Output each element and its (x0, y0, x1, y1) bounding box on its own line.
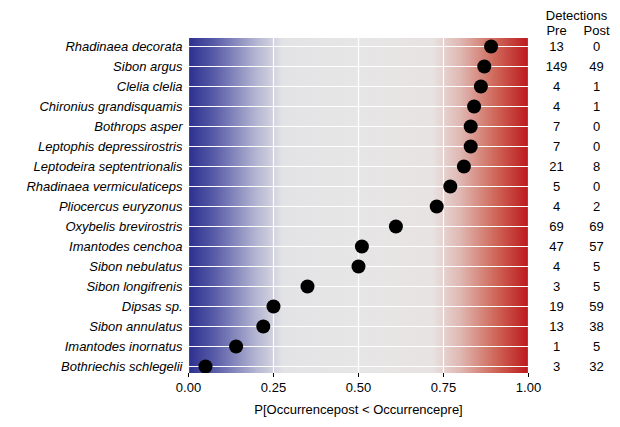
svg-text:5: 5 (593, 259, 600, 274)
svg-text:5: 5 (553, 179, 560, 194)
svg-text:Detections: Detections (546, 8, 608, 23)
svg-text:21: 21 (549, 159, 563, 174)
svg-text:1.00: 1.00 (516, 380, 541, 395)
svg-text:Oxybelis brevirostris: Oxybelis brevirostris (65, 219, 183, 234)
svg-text:32: 32 (589, 359, 603, 374)
svg-text:5: 5 (593, 279, 600, 294)
svg-text:4: 4 (553, 259, 560, 274)
svg-text:3: 3 (553, 279, 560, 294)
svg-text:0.25: 0.25 (261, 380, 286, 395)
svg-text:Pre: Pre (546, 23, 566, 38)
svg-text:0: 0 (593, 139, 600, 154)
svg-text:13: 13 (549, 39, 563, 54)
svg-text:1: 1 (593, 79, 600, 94)
svg-text:Bothrops asper: Bothrops asper (94, 119, 183, 134)
svg-text:Dipsas sp.: Dipsas sp. (122, 299, 183, 314)
svg-text:3: 3 (553, 359, 560, 374)
svg-text:Bothriechis schlegelii: Bothriechis schlegelii (61, 359, 184, 374)
svg-text:Leptophis depressirostris: Leptophis depressirostris (38, 139, 183, 154)
svg-text:Rhadinaea vermiculaticeps: Rhadinaea vermiculaticeps (26, 179, 183, 194)
svg-text:4: 4 (553, 79, 560, 94)
svg-text:0: 0 (593, 179, 600, 194)
svg-text:Sibon annulatus: Sibon annulatus (89, 319, 183, 334)
svg-text:1: 1 (553, 339, 560, 354)
svg-text:Leptodeira septentrionalis: Leptodeira septentrionalis (34, 159, 183, 174)
svg-text:Imantodes inornatus: Imantodes inornatus (65, 339, 183, 354)
svg-text:57: 57 (589, 239, 603, 254)
svg-text:0.75: 0.75 (431, 380, 456, 395)
svg-text:5: 5 (593, 339, 600, 354)
svg-text:0: 0 (593, 119, 600, 134)
svg-text:47: 47 (549, 239, 563, 254)
svg-text:Clelia clelia: Clelia clelia (117, 79, 183, 94)
svg-text:Chironius grandisquamis: Chironius grandisquamis (39, 99, 183, 114)
svg-text:0.00: 0.00 (176, 380, 201, 395)
svg-text:7: 7 (553, 139, 560, 154)
svg-text:59: 59 (589, 299, 603, 314)
svg-text:Sibon longifrenis: Sibon longifrenis (86, 279, 183, 294)
svg-text:Rhadinaea decorata: Rhadinaea decorata (65, 39, 182, 54)
svg-text:Sibon argus: Sibon argus (113, 59, 183, 74)
svg-text:0: 0 (593, 39, 600, 54)
svg-text:Sibon nebulatus: Sibon nebulatus (89, 259, 183, 274)
svg-text:Imantodes cenchoa: Imantodes cenchoa (69, 239, 182, 254)
svg-text:69: 69 (589, 219, 603, 234)
svg-text:Pliocercus euryzonus: Pliocercus euryzonus (59, 199, 183, 214)
svg-text:8: 8 (593, 159, 600, 174)
svg-text:P[Occurrencepost < Occurrencep: P[Occurrencepost < Occurrencepre] (254, 402, 462, 417)
svg-text:4: 4 (553, 199, 560, 214)
svg-text:69: 69 (549, 219, 563, 234)
svg-text:7: 7 (553, 119, 560, 134)
svg-text:49: 49 (589, 59, 603, 74)
svg-text:2: 2 (593, 199, 600, 214)
svg-text:19: 19 (549, 299, 563, 314)
svg-text:149: 149 (546, 59, 568, 74)
svg-text:4: 4 (553, 99, 560, 114)
svg-text:1: 1 (593, 99, 600, 114)
svg-text:38: 38 (589, 319, 603, 334)
svg-text:Post: Post (583, 23, 609, 38)
svg-text:0.50: 0.50 (346, 380, 371, 395)
svg-text:13: 13 (549, 319, 563, 334)
